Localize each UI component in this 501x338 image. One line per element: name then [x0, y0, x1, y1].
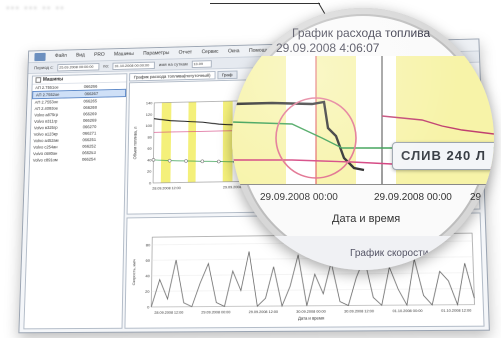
header-blurb: ··· ··· ·· ··	[6, 2, 65, 14]
vehicle-id: 066271	[82, 130, 97, 136]
grid-line	[151, 289, 474, 292]
x-tick-label: 01.10.2008 00:00	[392, 309, 422, 313]
grid-line	[151, 305, 474, 307]
vehicle-id: 066254	[81, 156, 96, 162]
y-tick-label: 40	[145, 274, 149, 278]
data-point	[152, 158, 155, 161]
fuel-drain-callout: СЛИВ 240 Л	[392, 142, 494, 170]
speed-chart: 0 20 40 60 80 Скорость, км/ч 28.09.2008 12:00 2…	[132, 213, 483, 321]
vehicle-id: 066269	[83, 111, 97, 117]
vehicle-id: 066253	[82, 150, 96, 156]
vehicle-name: Volvo с680ан	[33, 151, 58, 157]
y-tick-label: 140	[146, 101, 152, 105]
y-tick-label: 20	[147, 170, 151, 174]
vehicle-id: 066270	[82, 124, 97, 130]
y-tick-label: 100	[146, 124, 152, 128]
x-tick-label: 29.09.2008 00:00	[201, 310, 230, 314]
menu-pro[interactable]: PRO	[94, 52, 105, 58]
y-tick-label: 80	[146, 243, 150, 247]
magnifier-lens: График расхода топлива 29.09.2008 4:06:0…	[232, 8, 494, 270]
vehicle-id: 066268	[83, 105, 97, 110]
x-tick-label: 01.10.2008 12:00	[441, 309, 471, 313]
data-point	[168, 159, 171, 162]
vehicle-name: Volvo с891ом	[32, 157, 58, 163]
app-logo-icon	[34, 52, 46, 61]
lens-x-tick: 29.09.20	[470, 192, 494, 203]
vehicle-id: 066251	[82, 137, 97, 143]
x-axis-label: Дата и время	[298, 315, 324, 320]
highlight-band	[187, 101, 197, 183]
vehicle-name: Volvo а123кр	[33, 131, 58, 137]
y-tick-label: 0	[147, 305, 149, 309]
menu-params[interactable]: Параметры	[143, 50, 170, 57]
list-item[interactable]: Volvo с891ом 066254	[30, 155, 125, 163]
lens-x-tick: 29.09.2008 00:00	[374, 192, 452, 203]
vehicle-id: 066269	[82, 117, 97, 123]
x-tick-label: 29.09.2008 00:00	[223, 185, 252, 189]
lens-title-date: 29.09.2008 4:06:07	[276, 41, 380, 55]
lens-x-axis	[232, 184, 494, 185]
highlight-band	[160, 102, 172, 183]
y-tick-label: 80	[148, 135, 152, 139]
x-tick-label: 28.09.2008 12:00	[154, 311, 183, 315]
period-to-label: по:	[103, 63, 110, 69]
y-tick-label: 40	[147, 158, 151, 162]
vehicle-id: 066265	[83, 98, 98, 104]
menu-vehicles[interactable]: Машины	[113, 51, 134, 58]
lens-lower-panel	[232, 236, 494, 270]
lens-fuel-line	[232, 100, 365, 172]
data-point	[184, 159, 187, 162]
y-tick-label: 20	[145, 290, 149, 294]
y-tick-label: 60	[147, 147, 151, 151]
vehicle-name: Volvo с254ан	[33, 144, 58, 150]
vehicle-id: 066267	[84, 91, 99, 97]
y-axis-label: Объем топлива, л	[132, 126, 138, 159]
x-tick-label: 29.09.2008 12:00	[249, 310, 278, 314]
highlight-band	[222, 101, 233, 182]
lens-white-band	[356, 56, 396, 184]
drain-highlight-circle	[275, 97, 357, 179]
select-all-checkbox[interactable]	[35, 77, 42, 83]
menu-file[interactable]: Файл	[54, 53, 67, 59]
objects-panel: Машины АП 2.7551ое 066266 АП 2.7552ое 06626…	[23, 73, 128, 330]
vehicle-id: 066266	[83, 84, 98, 89]
extra-field[interactable]: 13.09	[191, 59, 212, 68]
menu-report[interactable]: Отчет	[178, 49, 193, 56]
lens-speed-title: График скорости	[350, 248, 429, 259]
x-tick-label: 30.09.2008 12:00	[344, 309, 374, 313]
y-axis-label: Скорость, км/ч	[132, 259, 136, 285]
data-point	[201, 160, 204, 163]
vehicle-id: 066252	[82, 143, 96, 149]
y-tick-label: 120	[146, 113, 152, 117]
extra-label: имя на суткам	[158, 61, 188, 68]
lens-title: График расхода топлива	[292, 26, 431, 40]
objects-header-label: Машины	[42, 76, 64, 83]
vehicle-name: АП 2.7552ое	[35, 92, 60, 98]
menu-view[interactable]: Вид	[75, 52, 85, 59]
lens-x-tick: 29.09.2008 00:00	[260, 192, 338, 203]
x-tick-label: 30.09.2008 00:00	[296, 310, 326, 314]
period-from-field[interactable]: 25.09.2008 00:00:00	[57, 62, 100, 71]
objects-list: АП 2.7551ое 066266 АП 2.7552ое 066267 АП 2.7…	[30, 82, 127, 163]
period-label: Период с:	[34, 65, 54, 71]
header-strip: ··· ··· ·· ··	[0, 0, 501, 40]
period-to-field[interactable]: 31.10.2008 00:00:00	[112, 61, 156, 70]
lens-white-band	[286, 56, 316, 184]
speed-chart-pane: 0 20 40 60 80 Скорость, км/ч 28.09.2008 12:00 2…	[124, 212, 485, 329]
data-point	[217, 160, 220, 163]
y-tick-label: 0	[149, 181, 151, 185]
x-tick-label: 28.09.2008 12:00	[152, 186, 180, 190]
lens-series-line	[381, 115, 494, 135]
menu-service[interactable]: Сервис	[201, 49, 219, 56]
vehicle-name: Volvo а452ам	[33, 138, 59, 144]
y-tick-label: 60	[146, 259, 150, 263]
magnifier: График расхода топлива 29.09.2008 4:06:0…	[232, 8, 501, 278]
lens-x-axis-label: Дата и время	[332, 213, 401, 225]
pointer-line	[210, 3, 320, 4]
